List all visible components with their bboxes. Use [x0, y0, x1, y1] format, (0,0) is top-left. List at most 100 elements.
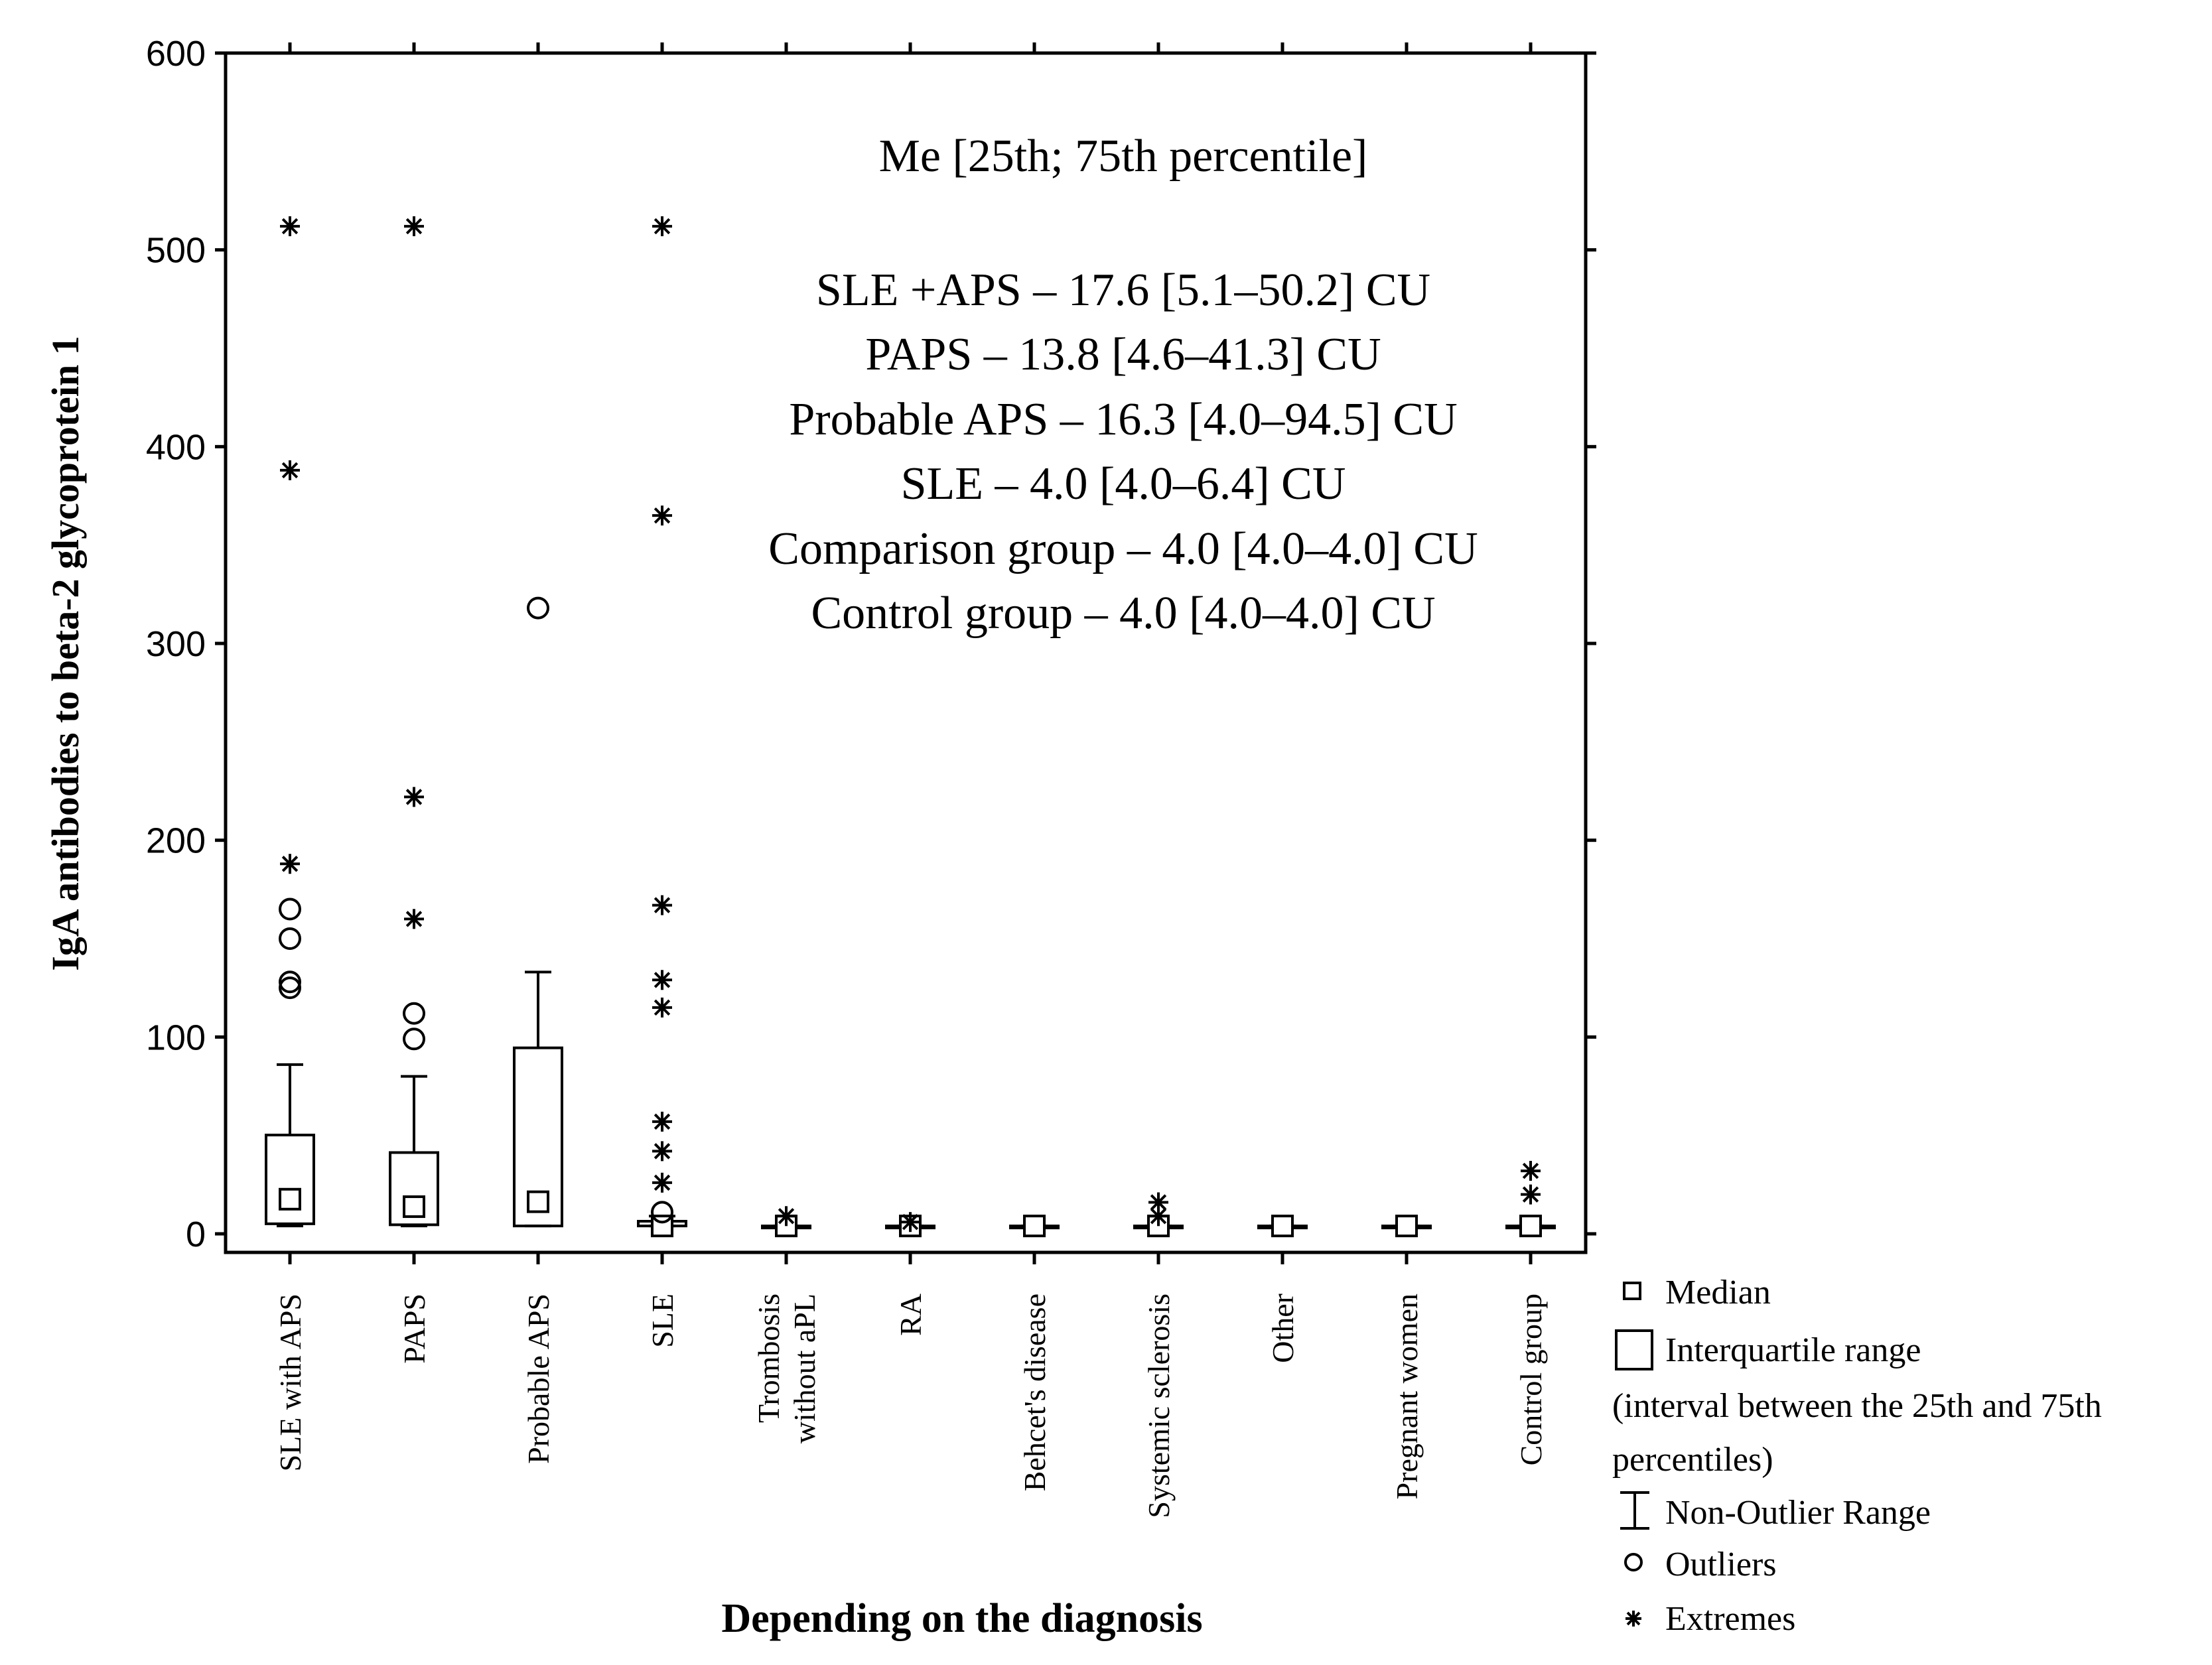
- x-tick-label: Trombosis: [752, 1294, 786, 1423]
- extreme-point: [900, 1212, 920, 1232]
- legend-iqr-marker: [1615, 1329, 1653, 1370]
- x-tick-label-group: SLE with APS: [273, 1294, 307, 1471]
- outlier-point: [527, 596, 549, 620]
- x-tick-label: SLE: [646, 1294, 679, 1348]
- extreme-point: [1521, 1161, 1541, 1181]
- x-tick-label: Other: [1266, 1294, 1300, 1363]
- legend-extreme-marker: [1625, 1611, 1641, 1627]
- box-group: [1009, 1215, 1060, 1238]
- y-tick-label: 100: [146, 1018, 206, 1057]
- y-tick-label: 600: [146, 34, 206, 74]
- extreme-point: [652, 505, 672, 526]
- extreme-point: [652, 1111, 672, 1132]
- median-marker: [1395, 1215, 1418, 1238]
- iqr-box: [389, 1151, 439, 1227]
- x-tick-label-group: Pregnant women: [1390, 1294, 1424, 1499]
- median-marker: [527, 1190, 549, 1213]
- median-marker: [1271, 1215, 1294, 1238]
- annotation-line: SLE – 4.0 [4.0–6.4] CU: [901, 458, 1346, 509]
- extreme-point: [280, 460, 300, 480]
- legend-median-marker: [1623, 1282, 1641, 1300]
- x-tick-label-group: Systemic sclerosis: [1142, 1294, 1176, 1518]
- extreme-point: [776, 1206, 796, 1227]
- x-tick-label: Probable APS: [521, 1294, 555, 1464]
- y-tick-label: 0: [186, 1215, 206, 1254]
- y-axis-label: IgA antibodies to beta-2 glycoprotein 1: [44, 336, 87, 971]
- x-axis: SLE with APS PAPS Probable APS SLE Trombosis…: [273, 42, 1548, 1518]
- x-tick-label: Behcet's disease: [1018, 1294, 1052, 1491]
- extreme-point: [652, 216, 672, 237]
- annotation-title: Me [25th; 75th percentile]: [879, 131, 1368, 182]
- box-group: [761, 1206, 811, 1238]
- extreme-point: [1521, 1184, 1541, 1205]
- x-tick-label-group: Trombosis without aPL: [752, 1294, 821, 1443]
- legend-outliers-label: Outliers: [1665, 1546, 1777, 1583]
- extreme-point: [1148, 1192, 1168, 1213]
- outlier-point: [279, 898, 301, 921]
- x-tick-label-group: Probable APS: [521, 1294, 555, 1464]
- y-tick-label: 200: [146, 821, 206, 861]
- extreme-point: [652, 970, 672, 990]
- outlier-point: [651, 1201, 673, 1224]
- legend-iqr-label: Interquartile range: [1665, 1331, 1921, 1369]
- y-tick-label: 300: [146, 624, 206, 664]
- legend-extremes-label: Extremes: [1665, 1600, 1795, 1638]
- annotation-line: Control group – 4.0 [4.0–4.0] CU: [811, 588, 1435, 639]
- legend: Median Interquartile range (interval bet…: [1612, 1274, 2102, 1638]
- x-tick-label: Systemic sclerosis: [1142, 1294, 1176, 1518]
- annotation-line: Probable APS – 16.3 [4.0–94.5] CU: [789, 394, 1457, 445]
- annotation-line: PAPS – 13.8 [4.6–41.3] CU: [865, 329, 1381, 380]
- annotation-line: SLE +APS – 17.6 [5.1–50.2] CU: [816, 265, 1430, 316]
- outlier-point: [279, 927, 301, 950]
- x-tick-label-group: RA: [894, 1294, 928, 1336]
- x-tick-label: RA: [894, 1294, 928, 1336]
- x-tick-label-group: Control group: [1514, 1294, 1548, 1465]
- iqr-box: [513, 1046, 563, 1228]
- annotation-block: Me [25th; 75th percentile] SLE +APS – 17…: [768, 131, 1478, 639]
- x-tick-label: without aPL: [788, 1294, 821, 1443]
- legend-outlier-marker: [1624, 1553, 1643, 1571]
- legend-iqr-label: (interval between the 25th and 75th: [1612, 1387, 2102, 1425]
- median-marker: [403, 1195, 425, 1219]
- extreme-point: [404, 787, 424, 807]
- box-group: [885, 1212, 935, 1238]
- plot-frame: [224, 51, 1588, 1254]
- x-tick-label-group: PAPS: [397, 1294, 431, 1364]
- x-tick-label-group: SLE: [646, 1294, 679, 1348]
- box-group: [1505, 1161, 1556, 1238]
- median-marker: [1023, 1215, 1046, 1238]
- x-tick-label: Control group: [1514, 1294, 1548, 1465]
- extreme-point: [652, 1172, 672, 1193]
- box-group: [1257, 1215, 1308, 1238]
- outlier-point: [403, 1028, 425, 1051]
- extreme-point: [652, 1141, 672, 1162]
- extreme-point: [404, 909, 424, 929]
- extreme-point: [280, 854, 300, 874]
- x-axis-label: Depending on the diagnosis: [721, 1596, 1202, 1641]
- y-tick-label: 500: [146, 231, 206, 271]
- extreme-point: [404, 216, 424, 237]
- median-marker: [279, 1187, 301, 1211]
- extreme-point: [280, 216, 300, 237]
- box-group: [637, 216, 687, 1238]
- x-tick-label-group: Behcet's disease: [1018, 1294, 1052, 1491]
- box-group: [513, 596, 563, 1228]
- x-tick-label: Pregnant women: [1390, 1294, 1424, 1499]
- extreme-point: [652, 997, 672, 1018]
- outlier-point: [279, 976, 301, 1000]
- iqr-box: [265, 1134, 315, 1225]
- x-tick-label-group: Other: [1266, 1294, 1300, 1363]
- x-tick-label: PAPS: [397, 1294, 431, 1364]
- outlier-point: [403, 1002, 425, 1025]
- box-group: [389, 216, 439, 1228]
- legend-nonoutlier-marker: [1620, 1491, 1649, 1530]
- annotation-line: Comparison group – 4.0 [4.0–4.0] CU: [768, 523, 1478, 574]
- outlier-point: [279, 970, 301, 994]
- x-tick-label: SLE with APS: [273, 1294, 307, 1471]
- legend-nonoutlier-label: Non-Outlier Range: [1665, 1494, 1931, 1532]
- box-group: [1133, 1192, 1184, 1238]
- median-marker: [1519, 1215, 1542, 1238]
- extreme-point: [652, 895, 672, 915]
- box-group: [265, 216, 315, 1228]
